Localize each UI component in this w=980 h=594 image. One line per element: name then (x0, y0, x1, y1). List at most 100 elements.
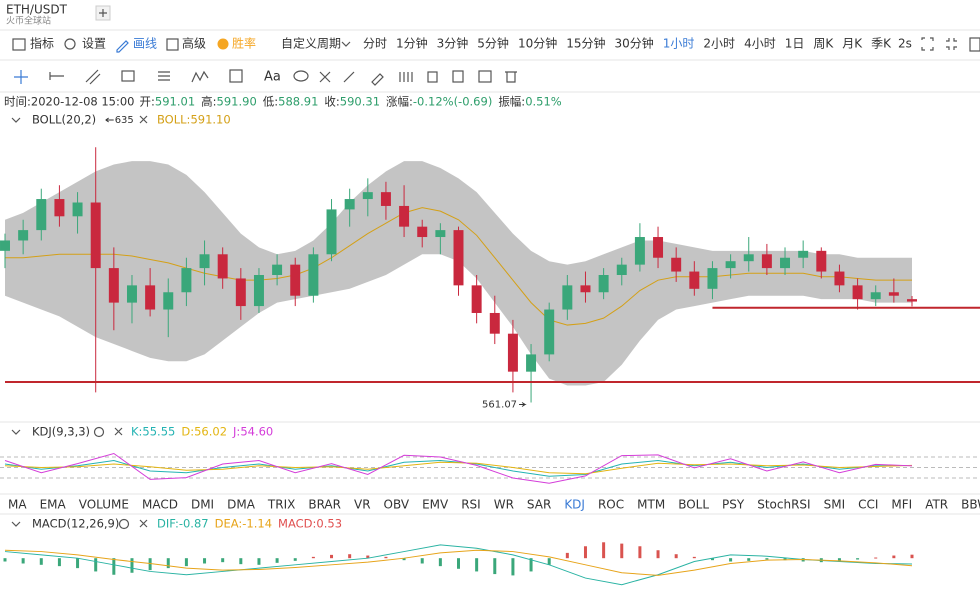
indicator-tab[interactable]: MACD (142, 498, 178, 512)
text-tool[interactable]: Aa (264, 70, 281, 85)
candle-body (362, 192, 373, 200)
rect-tool[interactable] (121, 70, 135, 82)
indicator-tab[interactable]: MTM (637, 498, 665, 512)
candle-body (54, 199, 65, 217)
fullscreen[interactable] (921, 37, 934, 51)
ruler[interactable] (343, 71, 355, 83)
indicator-tab[interactable]: VOLUME (79, 498, 129, 512)
indicator-tab[interactable]: EMV (422, 498, 449, 512)
settings[interactable] (118, 518, 130, 530)
indicator-tab[interactable]: RSI (461, 498, 481, 512)
refresh-rate[interactable]: 2s (898, 37, 912, 51)
close[interactable] (114, 427, 123, 436)
candle-body (489, 312, 500, 334)
crosshair[interactable] (14, 70, 28, 84)
indicator-tab[interactable]: MFI (891, 498, 912, 512)
period[interactable]: 10分钟 (518, 36, 557, 51)
dropdown[interactable] (341, 41, 351, 47)
indicator-tab[interactable]: BOLL (678, 498, 709, 512)
candle-body (834, 271, 845, 286)
close[interactable] (139, 115, 148, 124)
icon[interactable] (319, 71, 331, 83)
period[interactable]: 30分钟 (615, 36, 654, 51)
macd-bar (783, 558, 787, 561)
delete[interactable] (505, 71, 517, 83)
indicator-tab[interactable]: VR (354, 498, 371, 512)
marker-arrow (105, 117, 114, 123)
close[interactable] (139, 519, 148, 528)
tool[interactable]: 设置 (82, 37, 106, 51)
tool[interactable]: 胜率 (232, 36, 256, 51)
tool[interactable]: 指标 (30, 36, 54, 51)
indicator-tab[interactable]: StochRSI (757, 498, 810, 512)
macd-bar (910, 554, 914, 559)
candle-body (344, 199, 355, 210)
period[interactable]: 1日 (785, 37, 805, 51)
icon (12, 38, 26, 51)
measure-tool[interactable] (229, 69, 243, 83)
shrink[interactable] (946, 38, 957, 50)
indicator-tab[interactable]: DMI (191, 498, 214, 512)
candle-body (671, 257, 682, 272)
lock[interactable] (427, 71, 438, 83)
period[interactable]: 3分钟 (437, 36, 469, 51)
indicator-tab[interactable]: BBW (961, 498, 980, 512)
macd-bar (692, 556, 696, 559)
copy[interactable] (452, 70, 464, 83)
indicator-tab[interactable]: ATR (925, 498, 948, 512)
indicator-tab[interactable]: SMI (824, 498, 846, 512)
candle-body (798, 250, 809, 258)
candle-body (562, 285, 573, 310)
period[interactable]: 季K (871, 37, 892, 51)
period[interactable]: 2小时 (703, 37, 735, 51)
indicator-tab[interactable]: BRAR (308, 498, 341, 512)
icon[interactable] (969, 37, 980, 52)
period[interactable]: 分时 (363, 37, 387, 51)
candle-body (780, 257, 791, 269)
period[interactable]: 月K (842, 37, 863, 51)
line-tool[interactable] (49, 72, 64, 80)
candle-body (163, 292, 174, 310)
collapse[interactable] (11, 521, 21, 527)
period[interactable]: 1分钟 (396, 36, 428, 51)
period[interactable]: 5分钟 (477, 36, 509, 51)
custom-period[interactable]: 自定义周期 (281, 36, 341, 51)
tool[interactable]: 画线 (133, 37, 157, 51)
indicator-tab[interactable]: PSY (722, 498, 745, 512)
marker-arrow (519, 402, 527, 407)
collapse[interactable] (11, 117, 21, 123)
indicator-tab[interactable]: KDJ (564, 498, 585, 512)
indicator-name: MACD(12,26,9) (32, 517, 119, 531)
macd-bar (311, 556, 315, 559)
macd-bar (583, 546, 587, 559)
indicator-tab[interactable]: MA (8, 498, 27, 512)
indicator-tab[interactable]: CCI (858, 498, 878, 512)
icon[interactable] (399, 72, 413, 82)
indicator-tab[interactable]: WR (494, 498, 514, 512)
period[interactable]: 15分钟 (566, 36, 605, 51)
collapse[interactable] (11, 429, 21, 435)
period[interactable]: 周K (813, 37, 834, 51)
indicator-name: KDJ(9,3,3) (32, 425, 90, 439)
indicator-tab[interactable]: ROC (598, 498, 624, 512)
ray-tool[interactable] (85, 69, 101, 85)
kdj-line (4, 452, 913, 484)
kdj-label: J: (232, 425, 240, 439)
indicator-tab[interactable]: OBV (384, 498, 410, 512)
macd-bar (747, 558, 751, 561)
indicator-tab[interactable]: TRIX (267, 498, 295, 512)
fib-tool[interactable] (158, 71, 170, 81)
indicator-tab[interactable]: EMA (40, 498, 67, 512)
pen[interactable] (371, 73, 384, 86)
icon[interactable] (293, 70, 309, 82)
indicator-tab[interactable]: SAR (527, 498, 551, 512)
info-value: 588.91 (278, 95, 318, 109)
period[interactable]: 1小时 (663, 37, 695, 51)
wave-tool[interactable] (191, 70, 209, 83)
icon[interactable] (478, 70, 492, 83)
candle-body (544, 309, 555, 355)
settings[interactable] (93, 426, 105, 438)
period[interactable]: 4小时 (744, 37, 776, 51)
tool[interactable]: 高级 (182, 36, 206, 51)
indicator-tab[interactable]: DMA (227, 498, 256, 512)
